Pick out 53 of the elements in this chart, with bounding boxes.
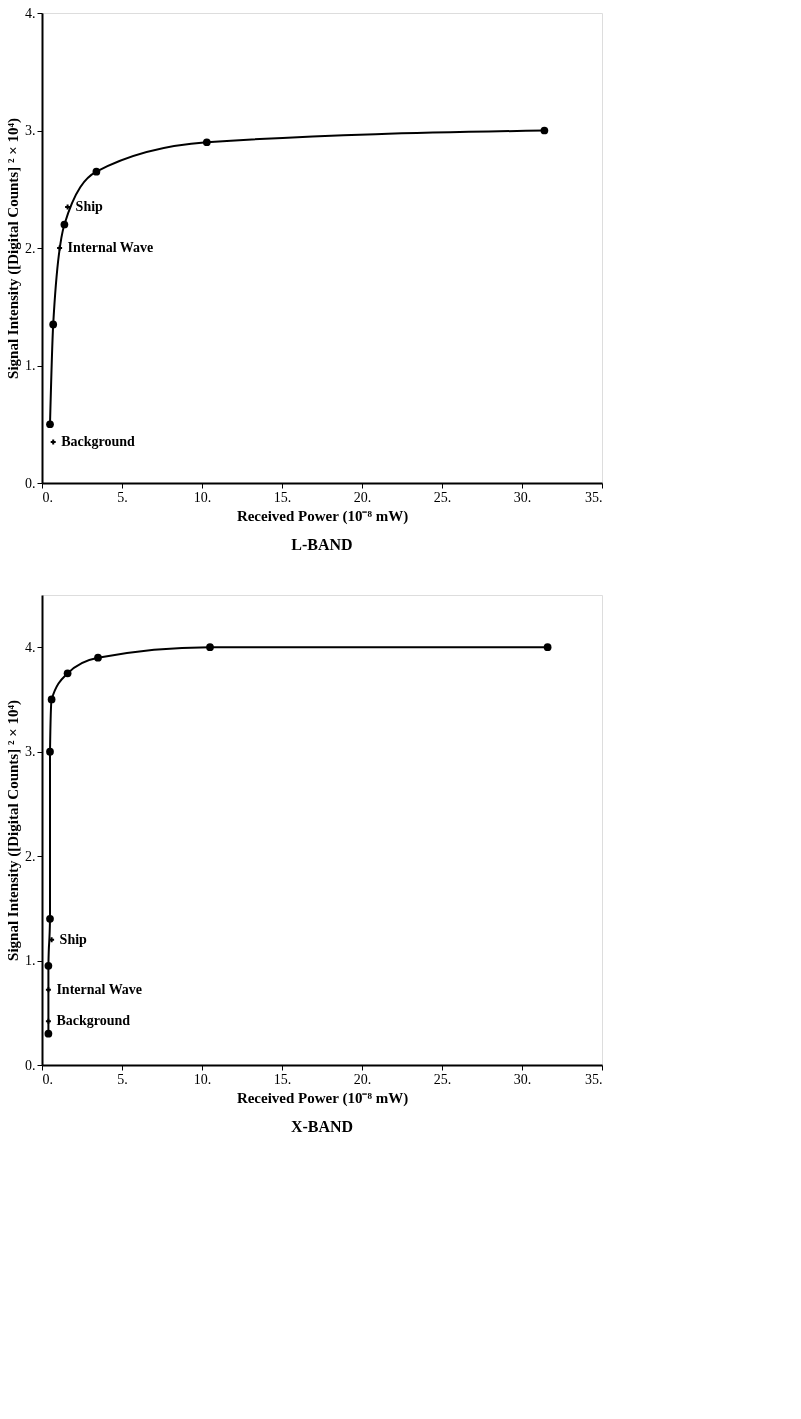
point bbox=[60, 220, 69, 229]
annotation: Internal Wave bbox=[67, 240, 154, 255]
y-tick-label: 1. bbox=[25, 953, 36, 969]
y-tick-label: 0. bbox=[25, 1057, 36, 1073]
point bbox=[206, 643, 214, 652]
point bbox=[44, 1029, 53, 1038]
point bbox=[540, 126, 549, 135]
annotation: Ship bbox=[75, 198, 104, 214]
y-axis-title: Signal Intensity ([Digital Counts] ² × 10⁴) bbox=[5, 700, 22, 961]
x-tick-label: 0. bbox=[42, 489, 53, 505]
x-tick-label: 20. bbox=[353, 1071, 372, 1087]
y-tick-label: 3. bbox=[25, 744, 36, 760]
annotation: Background bbox=[56, 1013, 131, 1029]
y-tick-label: 1. bbox=[25, 358, 36, 373]
point bbox=[94, 653, 102, 662]
x-tick-label: 30. bbox=[513, 489, 532, 505]
x-tick-label: 15. bbox=[273, 489, 292, 505]
y-tick-label: 2. bbox=[25, 848, 36, 864]
point bbox=[92, 167, 101, 176]
y-tick-label: 3. bbox=[25, 123, 36, 138]
text: L-BAND bbox=[291, 536, 353, 553]
x-tick-label: 20. bbox=[353, 489, 372, 505]
y-tick-label: 4. bbox=[25, 5, 36, 21]
x-tick-label: 25. bbox=[433, 1071, 452, 1087]
annotation: Background bbox=[61, 433, 136, 449]
annotation: Ship bbox=[59, 931, 88, 947]
point bbox=[46, 420, 54, 429]
y-axis-title: Signal Intensity ([Digital Counts] ² × 10⁴) bbox=[5, 118, 22, 379]
text: X-BAND bbox=[290, 1118, 354, 1135]
x-tick-label: 30. bbox=[513, 1071, 532, 1087]
point bbox=[202, 138, 211, 147]
x-tick-label: 5. bbox=[117, 489, 128, 505]
point bbox=[44, 961, 53, 970]
point bbox=[63, 669, 72, 678]
point bbox=[46, 747, 54, 756]
x-tick-label: 35. bbox=[585, 1071, 603, 1087]
y-tick-label: 0. bbox=[25, 475, 36, 491]
x-axis-title: Received Power (10⁻⁸ mW) bbox=[236, 507, 409, 525]
y-tick-label: 2. bbox=[25, 240, 36, 256]
x-tick-label: 5. bbox=[117, 1071, 128, 1087]
point bbox=[49, 320, 58, 329]
point bbox=[47, 695, 56, 704]
x-tick-label: 35. bbox=[585, 489, 603, 505]
point bbox=[46, 914, 54, 923]
y-tick-label: 4. bbox=[25, 639, 36, 655]
x-tick-label: 10. bbox=[193, 489, 212, 505]
point bbox=[543, 643, 552, 652]
x-tick-label: 15. bbox=[273, 1071, 292, 1087]
x-tick-label: 10. bbox=[193, 1071, 212, 1087]
annotation: Internal Wave bbox=[56, 981, 143, 997]
x-tick-label: 0. bbox=[42, 1071, 53, 1087]
x-axis-title: Received Power (10⁻⁸ mW) bbox=[236, 1089, 409, 1107]
x-tick-label: 25. bbox=[433, 489, 452, 505]
